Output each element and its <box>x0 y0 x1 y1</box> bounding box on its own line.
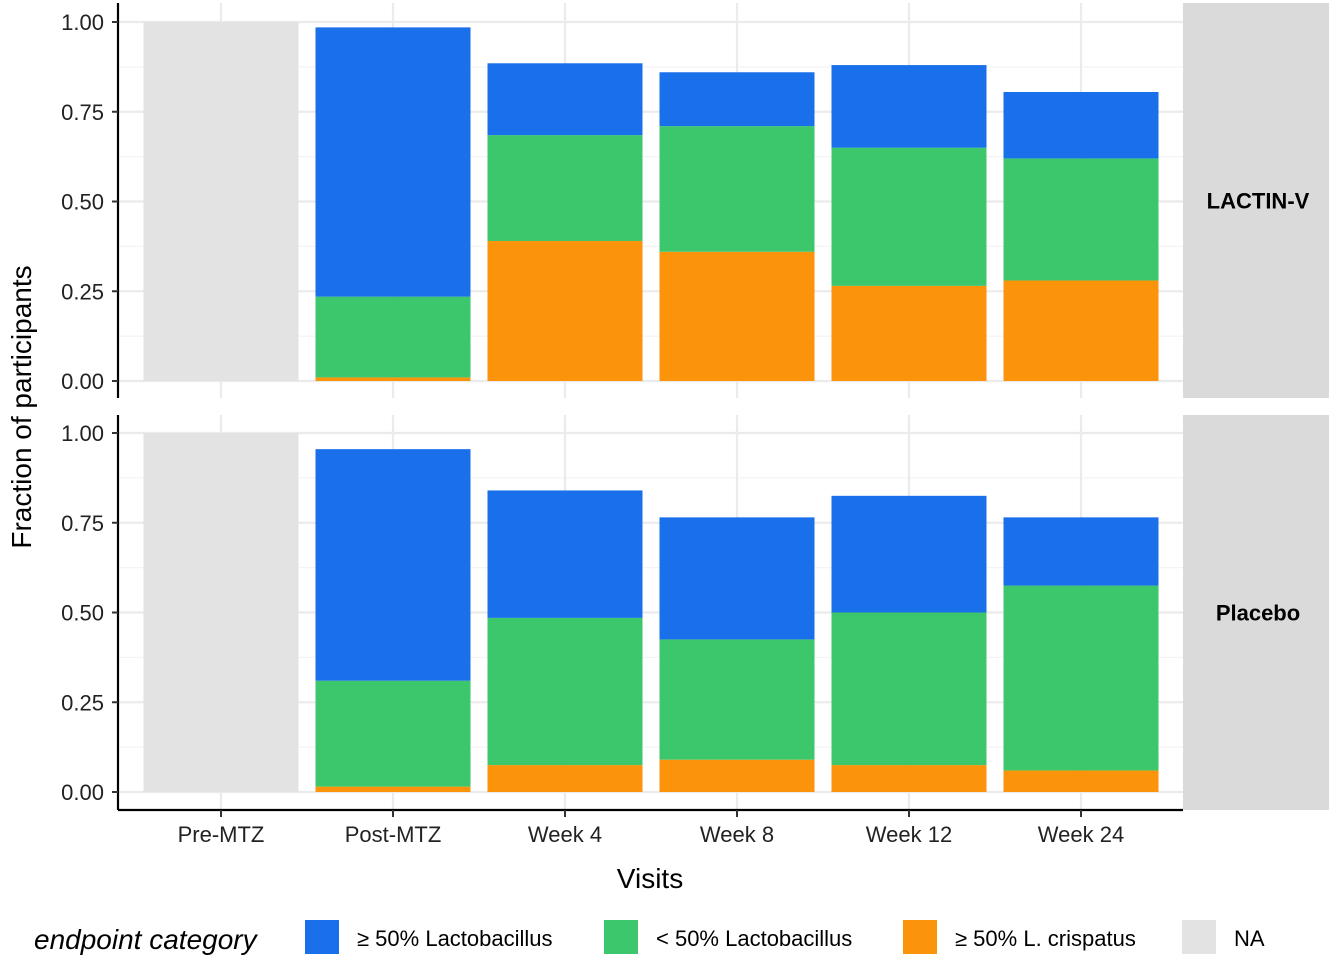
bar-segment-post-mtz <box>315 377 471 381</box>
y-tick-label: 0.50 <box>61 601 104 626</box>
y-tick-label: 0.25 <box>61 279 104 304</box>
bar-segment-week-4 <box>487 240 643 381</box>
bar-segment-week-8 <box>659 517 815 640</box>
bar-segment-week-24 <box>1003 158 1159 281</box>
legend-key <box>604 920 638 954</box>
x-axis-title: Visits <box>617 863 683 894</box>
legend-title: endpoint category <box>34 924 259 955</box>
bar-segment-week-12 <box>831 612 987 766</box>
bar-segment-week-8 <box>659 126 815 252</box>
legend-label: ≥ 50% L. crispatus <box>955 926 1136 951</box>
panel-lactin-v: 0.00 0.25 0.50 0.75 1.00 LACTIN-V <box>61 3 1329 398</box>
bar-segment-week-24 <box>1003 92 1159 159</box>
x-axis-ticks: Pre-MTZ Post-MTZ Week 4 Week 8 Week 12 Week 2… <box>178 810 1124 847</box>
bars <box>143 22 1159 381</box>
y-tick-label: 0.00 <box>61 369 104 394</box>
bar-segment-week-12 <box>831 285 987 381</box>
x-tick-label: Week 8 <box>700 822 774 847</box>
bar-segment-post-mtz <box>315 449 471 681</box>
bar-segment-post-mtz <box>315 786 471 792</box>
chart-panels: 0.00 0.25 0.50 0.75 1.00 LACTIN-V 0.00 0.25 0.50… <box>61 3 1329 812</box>
bar-segment-week-24 <box>1003 585 1159 771</box>
y-tick-label: 0.75 <box>61 100 104 125</box>
y-tick-label: 0.75 <box>61 511 104 536</box>
y-tick-label: 0.00 <box>61 780 104 805</box>
panel-placebo: 0.00 0.25 0.50 0.75 1.00 Placebo <box>61 415 1329 812</box>
bar-segment-week-8 <box>659 72 815 127</box>
bar-segment-week-8 <box>659 759 815 792</box>
bar-segment-week-12 <box>831 495 987 613</box>
facet-strip-label: LACTIN-V <box>1207 189 1310 214</box>
bars <box>143 433 1159 792</box>
bar-segment-pre-mtz <box>143 433 299 792</box>
x-tick-label: Pre-MTZ <box>178 822 265 847</box>
bar-segment-week-8 <box>659 639 815 760</box>
y-tick-label: 0.50 <box>61 190 104 215</box>
bar-segment-week-24 <box>1003 517 1159 586</box>
legend-key <box>305 920 339 954</box>
legend-label: < 50% Lactobacillus <box>656 926 852 951</box>
bar-segment-post-mtz <box>315 27 471 297</box>
facet-strip-label: Placebo <box>1216 601 1300 626</box>
legend-label: NA <box>1234 926 1265 951</box>
facet-strip <box>1183 415 1329 810</box>
legend-label: ≥ 50% Lactobacillus <box>357 926 553 951</box>
x-tick-label: Week 12 <box>866 822 952 847</box>
facet-strip <box>1183 3 1329 398</box>
bar-segment-week-4 <box>487 490 643 618</box>
bar-segment-week-12 <box>831 147 987 286</box>
bar-segment-week-4 <box>487 765 643 792</box>
bar-segment-week-8 <box>659 251 815 381</box>
y-axis-title: Fraction of participants <box>6 265 37 548</box>
bar-segment-week-4 <box>487 135 643 241</box>
bar-segment-pre-mtz <box>143 22 299 381</box>
x-tick-label: Week 4 <box>528 822 602 847</box>
x-tick-label: Week 24 <box>1038 822 1124 847</box>
legend-key <box>903 920 937 954</box>
y-tick-label: 1.00 <box>61 10 104 35</box>
bar-segment-week-4 <box>487 63 643 136</box>
bar-segment-post-mtz <box>315 296 471 378</box>
bar-segment-week-12 <box>831 765 987 792</box>
bar-segment-week-4 <box>487 617 643 766</box>
bar-segment-week-24 <box>1003 280 1159 381</box>
y-tick-label: 1.00 <box>61 421 104 446</box>
x-tick-label: Post-MTZ <box>345 822 442 847</box>
bar-segment-week-12 <box>831 65 987 148</box>
legend: endpoint category ≥ 50% Lactobacillus < 5… <box>34 920 1265 955</box>
legend-key <box>1182 920 1216 954</box>
y-tick-label: 0.25 <box>61 690 104 715</box>
bar-segment-week-24 <box>1003 770 1159 792</box>
bar-segment-post-mtz <box>315 680 471 787</box>
